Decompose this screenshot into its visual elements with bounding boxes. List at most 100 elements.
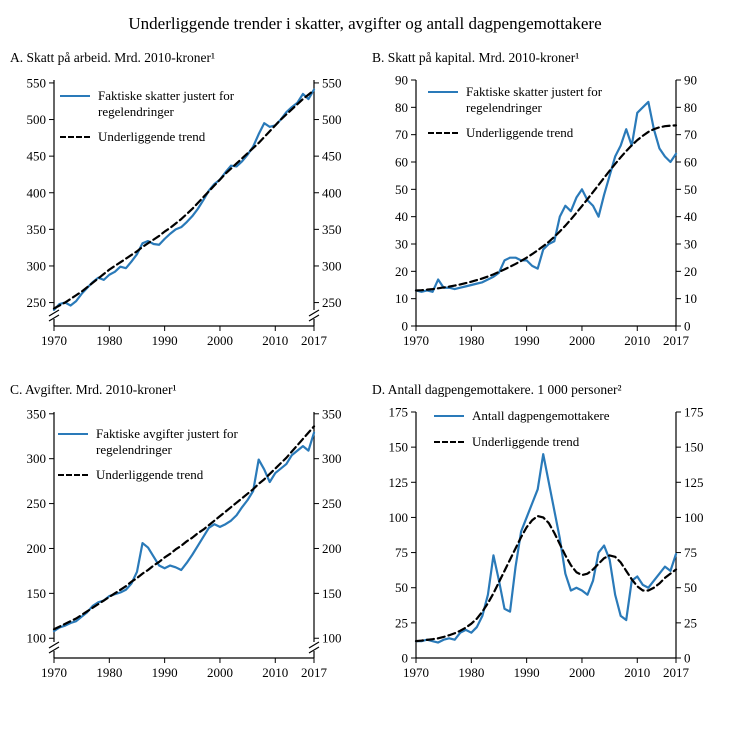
y-tick-label: 90 [395, 73, 408, 88]
y-tick-label: 30 [684, 237, 697, 252]
y-tick-label: 125 [684, 475, 704, 490]
y-tick-label: 70 [395, 127, 408, 142]
trend-line [52, 89, 316, 310]
y-tick-label: 250 [322, 295, 342, 310]
legend-label: Underliggende trend [472, 433, 580, 449]
x-tick-label: 1990 [514, 333, 540, 348]
legend-item: Faktiske skatter justert for regelendrin… [428, 84, 616, 115]
y-tick-label: 200 [322, 541, 342, 556]
y-tick-label: 300 [27, 258, 47, 273]
panel-d: D. Antall dagpengemottakere. 1 000 perso… [370, 382, 722, 692]
y-tick-label: 20 [395, 264, 408, 279]
y-tick-label: 100 [27, 631, 47, 646]
series-line [52, 88, 316, 311]
series-line [414, 453, 678, 644]
y-tick-label: 10 [395, 291, 408, 306]
x-tick-label: 1990 [152, 665, 178, 680]
y-tick-label: 20 [684, 264, 697, 279]
x-tick-label: 2000 [207, 665, 233, 680]
trend-line-sample [428, 132, 458, 135]
y-tick-label: 100 [322, 631, 342, 646]
y-tick-label: 80 [684, 100, 697, 115]
y-tick-label: 10 [684, 291, 697, 306]
x-tick-label: 2017 [301, 665, 328, 680]
x-tick-label: 1980 [96, 665, 122, 680]
panel-c: C. Avgifter. Mrd. 2010-kroner¹ 100 100 150… [8, 382, 360, 692]
panel-a-title: A. Skatt på arbeid. Mrd. 2010-kroner¹ [10, 50, 215, 65]
y-tick-label: 500 [27, 112, 47, 127]
panel-c-legend: Faktiske avgifter justert for regelendri… [58, 426, 248, 493]
y-tick-label: 300 [322, 451, 342, 466]
y-tick-label: 450 [322, 149, 342, 164]
y-tick-label: 0 [684, 319, 691, 334]
legend-label: Faktiske skatter justert for regelendrin… [98, 88, 235, 119]
x-tick-label: 1990 [514, 665, 540, 680]
x-tick-label: 1980 [96, 333, 122, 348]
y-tick-label: 350 [322, 406, 342, 421]
y-tick-label: 100 [389, 510, 409, 525]
legend-item: Faktiske avgifter justert for regelendri… [58, 426, 248, 457]
y-tick-label: 175 [389, 405, 409, 420]
x-tick-label: 1970 [41, 333, 67, 348]
y-tick-label: 80 [395, 100, 408, 115]
y-tick-label: 30 [395, 237, 408, 252]
y-tick-label: 50 [684, 182, 697, 197]
y-tick-label: 25 [395, 615, 408, 630]
y-tick-label: 550 [27, 75, 47, 90]
y-tick-label: 300 [27, 451, 47, 466]
y-tick-label: 90 [684, 73, 697, 88]
y-tick-label: 500 [322, 112, 342, 127]
trend-line-sample [434, 440, 464, 443]
x-tick-label: 1980 [458, 665, 484, 680]
panel-c-chart: 100 100 150 150 200 200 250 250 300 300 350 350 1970… [8, 400, 360, 692]
panel-c-plot: 100 100 150 150 200 200 250 250 300 300 350 350 1970… [27, 406, 342, 680]
x-tick-label: 1970 [403, 333, 429, 348]
y-tick-label: 50 [395, 580, 408, 595]
panel-b-plot: 0 0 10 10 20 20 30 30 40 40 50 50 60 60 70 70 80 80 90 90 19… [395, 73, 697, 349]
y-tick-label: 60 [684, 155, 697, 170]
legend-label: Underliggende trend [466, 125, 574, 141]
y-tick-label: 40 [395, 209, 408, 224]
legend-label: Faktiske avgifter justert for regelendri… [96, 426, 238, 457]
legend-item: Underliggende trend [434, 434, 610, 450]
x-tick-label: 1970 [403, 665, 429, 680]
x-tick-label: 2000 [207, 333, 233, 348]
y-tick-label: 200 [27, 541, 47, 556]
y-tick-label: 150 [684, 440, 704, 455]
panel-a: A. Skatt på arbeid. Mrd. 2010-kroner¹ 25… [8, 50, 360, 360]
series-line [52, 431, 316, 633]
x-tick-label: 2000 [569, 665, 595, 680]
y-tick-label: 40 [684, 209, 697, 224]
y-tick-label: 50 [395, 182, 408, 197]
y-tick-label: 100 [684, 510, 704, 525]
x-tick-label: 2010 [262, 333, 288, 348]
y-tick-label: 350 [27, 222, 47, 237]
panel-b-chart: 0 0 10 10 20 20 30 30 40 40 50 50 60 60 70 70 80 80 90 90 19… [370, 68, 722, 360]
y-tick-label: 400 [322, 185, 342, 200]
series-line [414, 100, 678, 293]
y-tick-label: 450 [27, 149, 47, 164]
y-tick-label: 150 [27, 586, 47, 601]
panel-d-legend: Antall dagpengemottakere Underliggende tr… [434, 408, 610, 459]
x-tick-label: 2010 [624, 333, 650, 348]
y-tick-label: 150 [322, 586, 342, 601]
legend-item: Faktiske skatter justert for regelendrin… [60, 88, 268, 119]
y-tick-label: 60 [395, 155, 408, 170]
legend-label: Underliggende trend [98, 129, 206, 145]
y-tick-label: 300 [322, 258, 342, 273]
panel-a-legend: Faktiske skatter justert for regelendrin… [60, 88, 268, 155]
x-tick-label: 2017 [301, 333, 328, 348]
y-tick-label: 25 [684, 615, 697, 630]
panel-d-chart: 0 0 25 25 50 50 75 75 100 100 125 125 150 150 175 175 19… [370, 400, 722, 692]
x-tick-label: 2010 [262, 665, 288, 680]
y-tick-label: 175 [684, 405, 704, 420]
x-tick-label: 1980 [458, 333, 484, 348]
x-tick-label: 2017 [663, 665, 690, 680]
series-line-sample [434, 415, 464, 417]
y-tick-label: 50 [684, 580, 697, 595]
panel-d-plot: 0 0 25 25 50 50 75 75 100 100 125 125 150 150 175 175 19… [389, 405, 704, 681]
y-tick-label: 0 [684, 651, 691, 666]
panel-a-plot: 250 250 300 300 350 350 400 400 450 450 500 500 550 5… [27, 75, 342, 348]
y-tick-label: 250 [27, 496, 47, 511]
